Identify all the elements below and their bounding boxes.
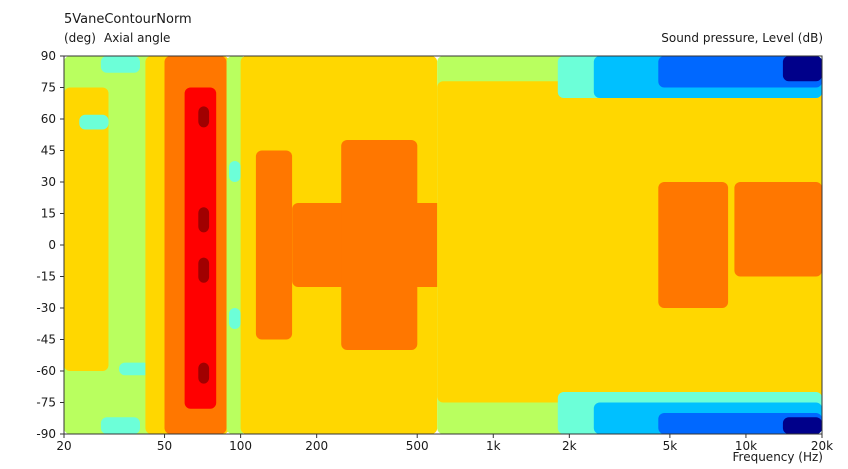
y-tick-label: 0 xyxy=(48,238,56,252)
contour-band xyxy=(229,308,241,329)
y-tick-label: -15 xyxy=(36,270,56,284)
contour-band xyxy=(658,413,822,434)
y-tick-label: 30 xyxy=(41,175,56,189)
y-tick-label: -60 xyxy=(36,364,56,378)
x-tick-label: 20k xyxy=(811,439,833,453)
contour-band xyxy=(198,207,210,233)
x-axis-label: Frequency (Hz) xyxy=(732,450,824,464)
contour-band xyxy=(658,56,822,88)
contour-band xyxy=(198,257,210,283)
contour-band xyxy=(782,417,822,434)
y-axis-label: Axial angle xyxy=(104,31,171,45)
y-tick-label: -45 xyxy=(36,333,56,347)
y-tick-label: 60 xyxy=(41,112,56,126)
contour-band xyxy=(119,362,151,376)
x-tick-label: 1k xyxy=(486,439,501,453)
contour-band xyxy=(255,150,293,340)
x-tick-label: 10k xyxy=(735,439,757,453)
contour-band xyxy=(100,417,140,434)
contour-band xyxy=(198,106,210,128)
x-tick-label: 200 xyxy=(305,439,328,453)
contour-band xyxy=(198,362,210,384)
x-tick-label: 100 xyxy=(229,439,252,453)
chart-title: 5VaneContourNorm xyxy=(64,12,192,27)
y-tick-label: 15 xyxy=(41,207,56,221)
contour-band xyxy=(79,114,109,130)
y-tick-label: -30 xyxy=(36,301,56,315)
contour-band xyxy=(734,182,822,277)
contour-band xyxy=(658,182,729,308)
y-tick-label: -75 xyxy=(36,396,56,410)
x-tick-label: 500 xyxy=(406,439,429,453)
contour-band xyxy=(341,140,418,350)
y-tick-label: 90 xyxy=(41,49,56,63)
contour-band xyxy=(184,87,217,409)
y-tick-label: 75 xyxy=(41,81,56,95)
x-tick-label: 50 xyxy=(157,439,172,453)
y-tick-label: 45 xyxy=(41,144,56,158)
y-axis-unit: (deg) xyxy=(64,31,96,45)
contour-band xyxy=(782,56,822,82)
x-tick-label: 2k xyxy=(562,439,577,453)
legend-title: Sound pressure, Level (dB) xyxy=(661,31,823,45)
x-tick-label: 5k xyxy=(663,439,678,453)
contour-band xyxy=(437,81,822,403)
x-tick-label: 20 xyxy=(56,439,71,453)
contour-band xyxy=(100,56,140,73)
contour-band xyxy=(229,161,241,182)
y-tick-label: -90 xyxy=(36,427,56,441)
contour-band xyxy=(64,87,109,371)
